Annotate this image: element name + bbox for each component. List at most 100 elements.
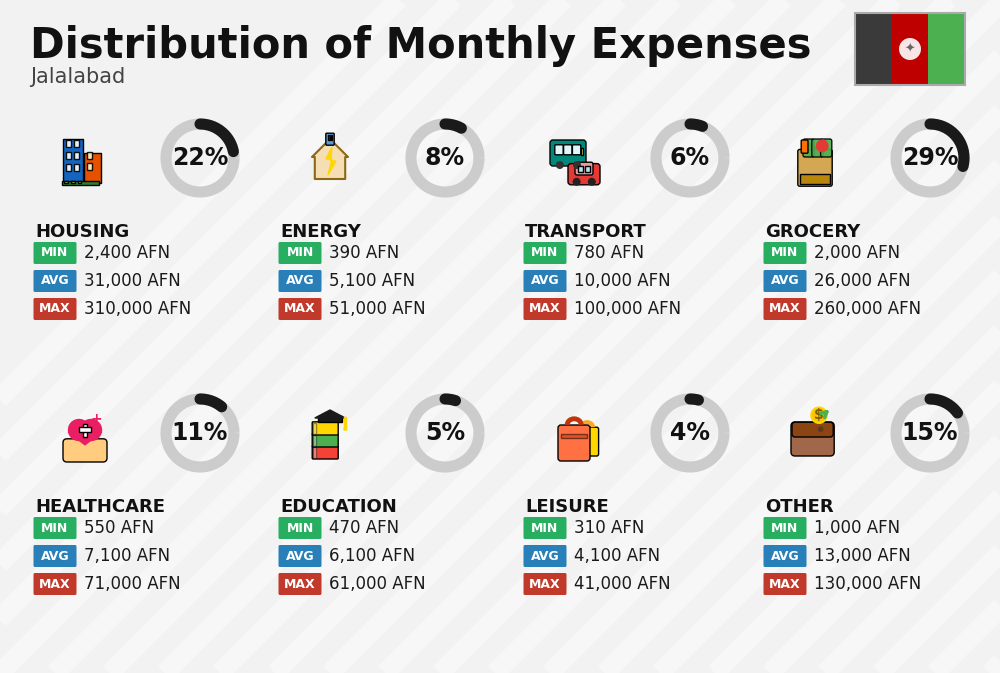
FancyBboxPatch shape [34,573,76,595]
FancyBboxPatch shape [278,517,322,539]
FancyBboxPatch shape [812,139,823,157]
Text: AVG: AVG [771,275,799,287]
Text: 61,000 AFN: 61,000 AFN [329,575,426,593]
Circle shape [588,178,596,186]
Text: ✦: ✦ [905,42,915,55]
Text: MIN: MIN [531,522,559,534]
FancyBboxPatch shape [66,152,71,159]
Text: 15%: 15% [902,421,958,445]
Text: 41,000 AFN: 41,000 AFN [574,575,671,593]
Text: 5%: 5% [425,421,465,445]
FancyBboxPatch shape [581,148,583,155]
FancyBboxPatch shape [764,298,806,320]
FancyBboxPatch shape [561,434,587,438]
FancyBboxPatch shape [313,447,316,458]
FancyBboxPatch shape [328,135,330,140]
Text: 13,000 AFN: 13,000 AFN [814,547,911,565]
Text: 26,000 AFN: 26,000 AFN [814,272,911,290]
Text: AVG: AVG [531,549,559,563]
FancyBboxPatch shape [331,135,332,140]
Text: MIN: MIN [286,522,314,534]
FancyBboxPatch shape [555,145,563,155]
Text: 6,100 AFN: 6,100 AFN [329,547,415,565]
FancyBboxPatch shape [821,139,832,157]
Text: MAX: MAX [284,577,316,590]
FancyBboxPatch shape [34,517,76,539]
Text: AVG: AVG [531,275,559,287]
FancyBboxPatch shape [71,180,75,184]
Text: MIN: MIN [771,522,799,534]
Text: 4%: 4% [670,421,710,445]
FancyBboxPatch shape [34,298,76,320]
Text: EDUCATION: EDUCATION [280,498,397,516]
Text: LEISURE: LEISURE [525,498,609,516]
Text: 71,000 AFN: 71,000 AFN [84,575,181,593]
Text: OTHER: OTHER [765,498,834,516]
Text: 29%: 29% [902,146,958,170]
FancyBboxPatch shape [313,423,316,434]
FancyBboxPatch shape [892,13,928,85]
FancyBboxPatch shape [34,270,76,292]
Text: 31,000 AFN: 31,000 AFN [84,272,181,290]
Text: AVG: AVG [771,549,799,563]
FancyBboxPatch shape [74,140,79,147]
FancyBboxPatch shape [764,242,806,264]
Text: 7,100 AFN: 7,100 AFN [84,547,170,565]
Polygon shape [312,139,348,179]
FancyBboxPatch shape [83,424,87,437]
FancyBboxPatch shape [312,434,338,447]
Text: 5,100 AFN: 5,100 AFN [329,272,415,290]
Text: MIN: MIN [771,246,799,260]
FancyBboxPatch shape [74,152,79,159]
FancyBboxPatch shape [578,166,583,172]
Text: 130,000 AFN: 130,000 AFN [814,575,921,593]
Circle shape [899,38,921,60]
FancyBboxPatch shape [74,164,79,171]
Text: AVG: AVG [286,549,314,563]
Text: 780 AFN: 780 AFN [574,244,644,262]
FancyBboxPatch shape [78,180,81,184]
Text: 260,000 AFN: 260,000 AFN [814,300,921,318]
FancyBboxPatch shape [34,545,76,567]
Text: 100,000 AFN: 100,000 AFN [574,300,681,318]
Circle shape [810,406,828,424]
FancyBboxPatch shape [84,153,101,183]
Text: 310,000 AFN: 310,000 AFN [84,300,191,318]
FancyBboxPatch shape [524,298,566,320]
FancyBboxPatch shape [278,573,322,595]
Text: MAX: MAX [769,577,801,590]
Text: 2,000 AFN: 2,000 AFN [814,244,900,262]
FancyBboxPatch shape [764,545,806,567]
FancyBboxPatch shape [803,139,814,157]
Circle shape [556,161,564,169]
FancyBboxPatch shape [62,181,99,185]
Text: $: $ [814,409,824,422]
Circle shape [68,419,90,441]
Text: 4,100 AFN: 4,100 AFN [574,547,660,565]
FancyBboxPatch shape [318,417,342,422]
FancyBboxPatch shape [524,242,566,264]
Text: AVG: AVG [286,275,314,287]
Text: AVG: AVG [41,275,69,287]
Polygon shape [326,147,336,175]
FancyBboxPatch shape [34,242,76,264]
Text: HEALTHCARE: HEALTHCARE [35,498,165,516]
Text: MAX: MAX [529,577,561,590]
FancyBboxPatch shape [764,270,806,292]
FancyBboxPatch shape [87,152,92,159]
Text: 310 AFN: 310 AFN [574,519,644,537]
Text: HOUSING: HOUSING [35,223,129,241]
Circle shape [573,178,581,186]
Text: MAX: MAX [769,302,801,316]
Circle shape [573,161,581,169]
FancyBboxPatch shape [313,435,316,446]
Text: 2,400 AFN: 2,400 AFN [84,244,170,262]
Text: 8%: 8% [425,146,465,170]
Text: MAX: MAX [529,302,561,316]
FancyBboxPatch shape [572,145,581,155]
FancyBboxPatch shape [524,573,566,595]
FancyBboxPatch shape [278,242,322,264]
FancyBboxPatch shape [550,140,586,166]
Text: MAX: MAX [39,577,71,590]
FancyBboxPatch shape [524,517,566,539]
